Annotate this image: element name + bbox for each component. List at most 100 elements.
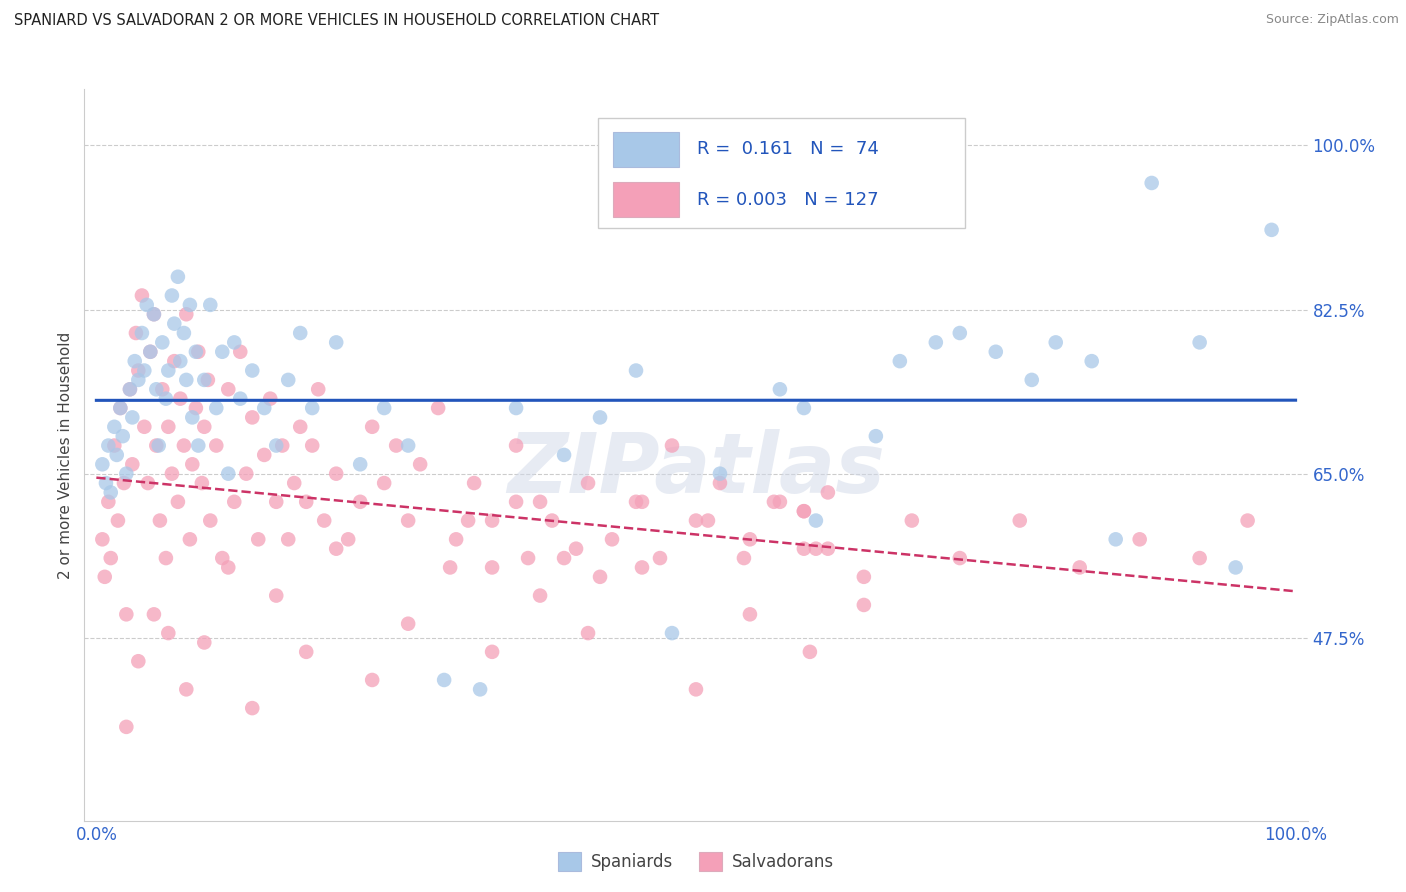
Point [661, 438, 683, 452]
Point [576, 626, 599, 640]
Point [160, 467, 183, 481]
Point [155, 551, 177, 566]
Point [157, 419, 180, 434]
Point [259, 392, 281, 406]
Point [97, 495, 120, 509]
Point [925, 335, 948, 350]
Point [295, 495, 318, 509]
Point [127, 363, 149, 377]
Point [127, 654, 149, 668]
Point [193, 419, 215, 434]
Point [325, 541, 347, 556]
Point [167, 269, 190, 284]
Point [361, 419, 384, 434]
Point [738, 533, 761, 547]
Point [804, 514, 827, 528]
Point [396, 438, 419, 452]
Point [709, 476, 731, 491]
Point [253, 448, 276, 462]
Point [631, 560, 654, 574]
Point [301, 438, 323, 452]
Point [150, 382, 173, 396]
Point [174, 682, 197, 697]
Point [200, 298, 222, 312]
Point [373, 476, 395, 491]
Point [142, 607, 165, 622]
Point [762, 495, 785, 509]
Point [481, 514, 503, 528]
Point [217, 467, 239, 481]
Point [1045, 335, 1067, 350]
Point [224, 335, 246, 350]
Point [589, 410, 612, 425]
Point [481, 560, 503, 574]
Point [150, 335, 173, 350]
Point [217, 382, 239, 396]
Point [349, 495, 371, 509]
Point [325, 335, 347, 350]
Point [197, 373, 219, 387]
Point [205, 401, 228, 415]
Point [184, 401, 207, 415]
Point [121, 458, 143, 472]
Point [337, 533, 360, 547]
Point [600, 533, 623, 547]
Point [427, 401, 450, 415]
Point [157, 626, 180, 640]
Point [163, 317, 186, 331]
Point [131, 326, 153, 340]
Point [349, 458, 371, 472]
Point [409, 458, 432, 472]
Point [115, 720, 138, 734]
Point [277, 533, 299, 547]
Point [576, 476, 599, 491]
Point [1021, 373, 1043, 387]
Point [361, 673, 384, 687]
Point [852, 570, 875, 584]
Point [193, 635, 215, 649]
Point [481, 645, 503, 659]
Point [110, 401, 132, 415]
Point [271, 438, 294, 452]
Point [295, 645, 318, 659]
Text: ZIPatlas: ZIPatlas [508, 429, 884, 510]
Point [187, 344, 209, 359]
Point [240, 701, 263, 715]
Point [468, 682, 491, 697]
Point [1260, 223, 1282, 237]
Point [205, 438, 228, 452]
Point [131, 288, 153, 302]
Bar [613, 132, 679, 167]
Point [187, 438, 209, 452]
Text: R =  0.161   N =  74: R = 0.161 N = 74 [697, 140, 879, 158]
Point [793, 541, 815, 556]
Point [163, 354, 186, 368]
Point [169, 354, 191, 368]
Point [631, 495, 654, 509]
Point [901, 514, 924, 528]
Point [661, 626, 683, 640]
Text: SPANIARD VS SALVADORAN 2 OR MORE VEHICLES IN HOUSEHOLD CORRELATION CHART: SPANIARD VS SALVADORAN 2 OR MORE VEHICLE… [14, 13, 659, 29]
Point [179, 533, 201, 547]
Point [229, 344, 252, 359]
Point [142, 307, 165, 321]
Point [145, 438, 167, 452]
FancyBboxPatch shape [598, 119, 965, 228]
Point [290, 326, 312, 340]
Point [565, 541, 588, 556]
Point [107, 514, 129, 528]
Point [169, 392, 191, 406]
Point [134, 363, 156, 377]
Legend: Spaniards, Salvadorans: Spaniards, Salvadorans [551, 846, 841, 878]
Point [100, 485, 122, 500]
Point [529, 589, 551, 603]
Point [112, 476, 135, 491]
Point [103, 438, 125, 452]
Point [118, 382, 141, 396]
Point [648, 551, 671, 566]
Point [229, 392, 252, 406]
Point [738, 607, 761, 622]
Text: Source: ZipAtlas.com: Source: ZipAtlas.com [1265, 13, 1399, 27]
Point [247, 533, 270, 547]
Point [94, 476, 117, 491]
